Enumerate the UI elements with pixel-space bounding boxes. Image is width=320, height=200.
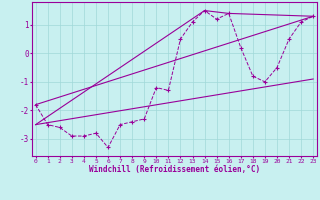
X-axis label: Windchill (Refroidissement éolien,°C): Windchill (Refroidissement éolien,°C) xyxy=(89,165,260,174)
